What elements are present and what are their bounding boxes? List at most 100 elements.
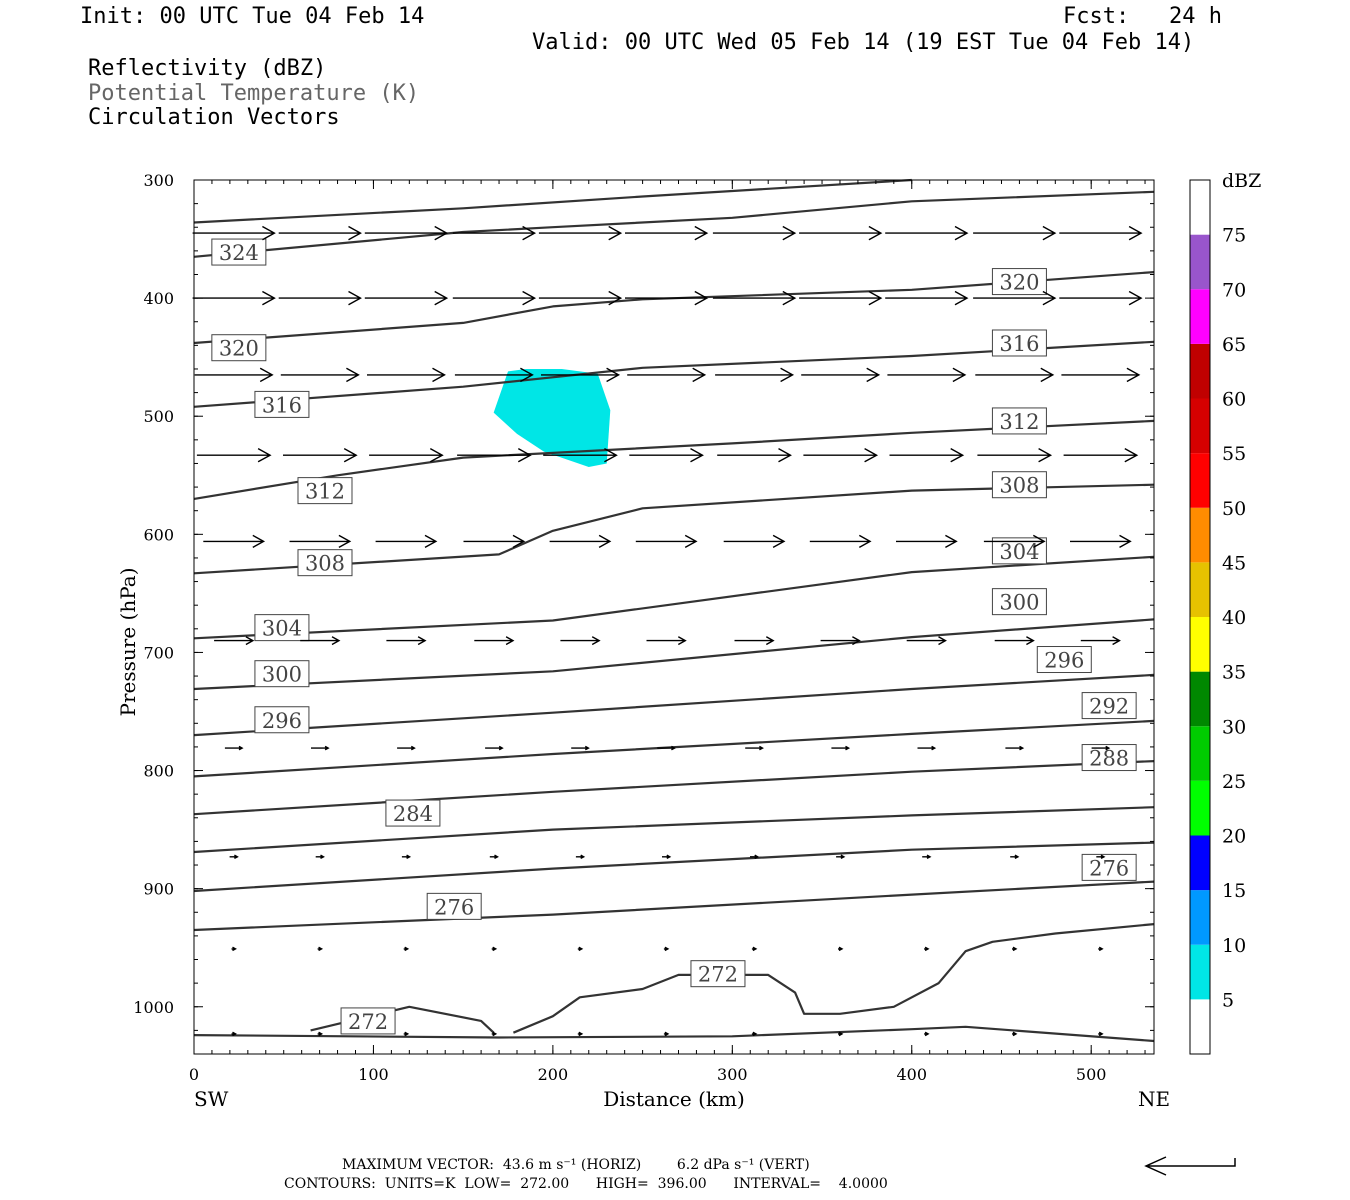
field-circulation-vectors: Circulation Vectors [88,105,340,130]
circulation-vector [560,636,601,646]
colorbar-swatch-15 [1190,835,1210,891]
theta-label-box-316 [991,329,1047,357]
theta-label-320: 320 [219,337,259,361]
theta-contour-288 [193,760,1155,816]
theta-label-308: 308 [999,474,1039,498]
circulation-vector [1098,1031,1104,1037]
colorbar-label-35: 35 [1222,662,1246,684]
circulation-vector [924,946,930,952]
circulation-vector [311,745,330,751]
circulation-vector [635,534,698,549]
theta-contour-328 [193,178,912,224]
circulation-vector [734,636,775,646]
circulation-vector [896,534,958,549]
circulation-vector [973,290,1057,306]
circulation-vector [1061,367,1141,383]
circulation-vector [317,1031,324,1037]
x-tick-label: 500 [1076,1065,1107,1084]
circulation-vector [317,946,324,952]
theta-contour-284 [193,806,1155,854]
theta-contour-304 [193,555,1155,640]
theta-label-316: 316 [999,332,1039,356]
theta-label-box-324 [211,238,267,266]
circulation-vector [838,946,844,952]
theta-label-box-300 [991,588,1047,616]
circulation-vector [452,290,537,306]
y-tick-label: 700 [143,643,174,662]
circulation-vector [625,290,709,306]
colorbar-swatch-50 [1190,453,1210,508]
colorbar-swatch-10 [1190,890,1210,945]
theta-contour-320 [193,271,1155,345]
circulation-vector [452,225,537,241]
colorbar-swatch-20 [1190,780,1210,836]
x-tick-label: 300 [717,1065,748,1084]
circulation-vector [192,290,276,306]
theta-label-box-272 [690,960,746,988]
colorbar-label-25: 25 [1222,771,1246,793]
circulation-vector [229,854,239,860]
circulation-vector [803,447,879,463]
circulation-vector [885,290,969,306]
colorbar-label-50: 50 [1222,498,1246,520]
circulation-vector [289,534,352,549]
y-tick-label: 300 [143,171,174,190]
circulation-vector [1012,946,1018,952]
theta-contour-276 [193,880,1155,932]
theta-label-312: 312 [305,480,345,504]
y-tick-label: 800 [143,762,174,781]
theta-label-box-276 [426,892,482,920]
circulation-vector [745,745,764,751]
circulation-vector [820,636,861,646]
theta-contour-296 [193,673,1155,737]
theta-label-304: 304 [999,540,1039,564]
theta-label-300: 300 [999,591,1039,615]
circulation-vector [577,946,584,952]
footer-max-vector: MAXIMUM VECTOR: 43.6 m s⁻¹ (HORIZ) 6.2 d… [342,1157,810,1173]
theta-contour-308 [193,483,1155,575]
circulation-vector [1063,447,1139,463]
colorbar-label-5: 5 [1222,989,1234,1011]
colorbar-label-10: 10 [1222,935,1246,957]
circulation-vector [278,290,362,306]
colorbar-swatch-5 [1190,944,1210,1000]
colorbar-outline [1189,179,1211,1055]
circulation-vector [751,946,758,952]
circulation-vector [457,447,532,463]
colorbar-label-40: 40 [1222,607,1246,629]
theta-label-296: 296 [1044,649,1084,673]
colorbar-label-30: 30 [1222,716,1246,738]
x-tick-label: 200 [538,1065,569,1084]
theta-contour-280 [193,841,1155,893]
circulation-vector [367,367,446,383]
colorbar-swatch-55 [1190,398,1210,454]
circulation-vector [315,854,325,860]
theta-label-304: 304 [262,617,302,641]
theta-label-box-312 [297,477,353,505]
colorbar-swatch-35 [1190,617,1210,672]
theta-label-284: 284 [393,802,433,826]
circulation-vector [231,1031,237,1037]
theta-label-box-296 [1036,646,1092,674]
theta-label-box-304 [254,614,310,642]
y-tick-label: 600 [143,525,174,544]
colorbar-swatch-70 [1190,234,1210,290]
circulation-vector [485,745,504,751]
circulation-vector [662,854,672,860]
circulation-vector [1005,745,1025,751]
circulation-vector [538,225,623,241]
circulation-vector [973,225,1057,241]
circulation-vector [214,636,255,646]
circulation-vector [491,1031,498,1037]
y-tick-label: 400 [143,289,174,308]
circulation-vector [538,290,623,306]
circulation-vector [1010,854,1020,860]
circulation-vector [463,534,526,549]
circulation-vector [799,290,883,306]
field-reflectivity: Reflectivity (dBZ) [88,56,327,81]
circulation-vector [369,447,444,463]
circulation-vector [889,447,965,463]
x-end-label-ne: NE [1138,1087,1170,1111]
theta-label-box-320 [211,334,267,362]
